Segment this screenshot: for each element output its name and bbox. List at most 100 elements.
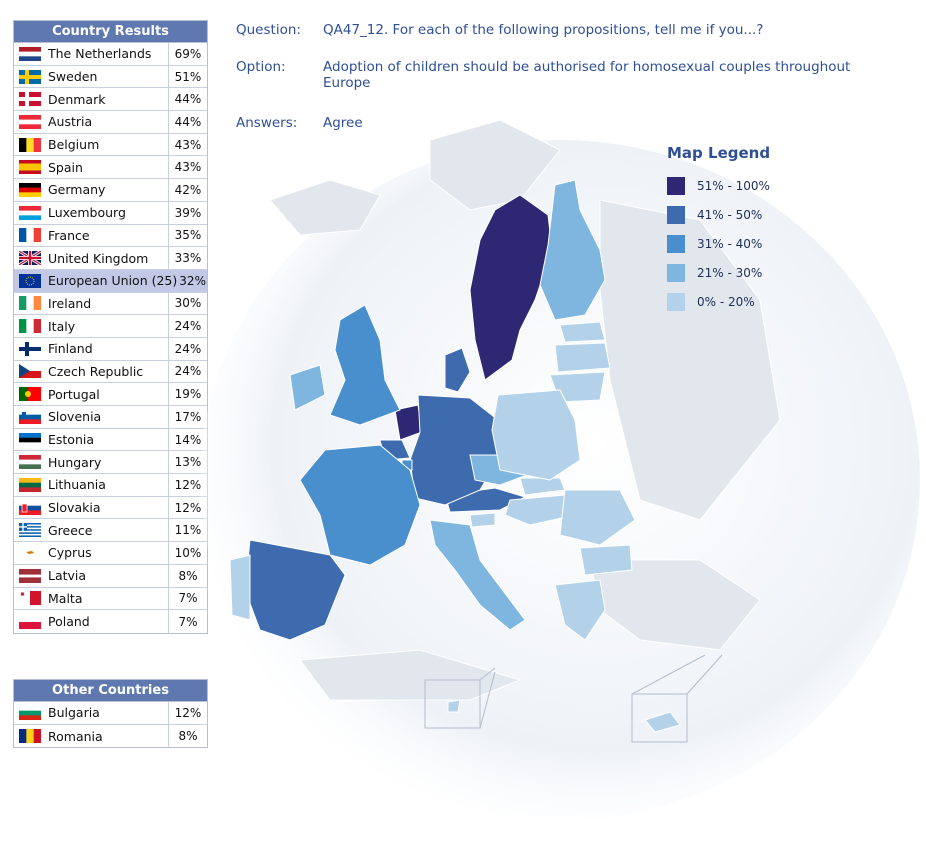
russia-land bbox=[599, 199, 781, 521]
other-country-row: Romania 8% bbox=[14, 724, 207, 748]
country-name: Latvia bbox=[48, 568, 87, 584]
country-name-cell: Sweden bbox=[14, 65, 169, 88]
latvia-region bbox=[554, 342, 611, 373]
country-name: United Kingdom bbox=[48, 250, 149, 266]
country-value: 35% bbox=[174, 228, 202, 243]
bulgaria-region bbox=[579, 544, 633, 576]
country-result-row: Latvia 8% bbox=[14, 564, 207, 588]
country-name: Greece bbox=[48, 522, 93, 538]
legend-swatch bbox=[667, 234, 685, 253]
country-value: 8% bbox=[178, 729, 198, 744]
country-name: The Netherlands bbox=[48, 46, 152, 62]
country-results-body: The Netherlands 69% Sweden 51% Denmark 4… bbox=[14, 43, 207, 633]
country-name: Hungary bbox=[48, 454, 102, 470]
country-result-row: Greece 11% bbox=[14, 519, 207, 543]
country-name: Lithuania bbox=[48, 477, 106, 493]
country-name: France bbox=[48, 227, 90, 243]
country-value: 43% bbox=[174, 137, 202, 152]
country-name-cell: Denmark bbox=[14, 88, 169, 111]
country-result-row: Austria 44% bbox=[14, 111, 207, 134]
greece-region bbox=[554, 579, 606, 641]
country-name: Portugal bbox=[48, 386, 100, 402]
hungary-region bbox=[504, 494, 576, 526]
legend-label: 41% - 50% bbox=[697, 207, 763, 222]
united-kingdom-region bbox=[329, 304, 401, 426]
country-result-row: Sweden 51% bbox=[14, 65, 207, 89]
country-name: Estonia bbox=[48, 432, 95, 448]
option-text: Adoption of children should be authorise… bbox=[323, 59, 851, 91]
country-result-row: Belgium 43% bbox=[14, 133, 207, 157]
country-name: Belgium bbox=[48, 137, 100, 153]
country-value: 13% bbox=[174, 455, 202, 470]
country-value: 7% bbox=[178, 614, 198, 629]
country-name: Malta bbox=[48, 590, 83, 606]
country-name-cell: Slovakia bbox=[14, 496, 169, 519]
country-name-cell: Belgium bbox=[14, 133, 169, 156]
cyprus-flag-icon bbox=[19, 545, 41, 560]
bulgaria-flag-icon bbox=[19, 705, 41, 720]
united-kingdom-flag-icon bbox=[19, 251, 41, 266]
country-value: 43% bbox=[174, 160, 202, 175]
country-result-row: United Kingdom 33% bbox=[14, 247, 207, 270]
spain-flag-icon bbox=[19, 160, 41, 175]
country-name: Sweden bbox=[48, 69, 98, 85]
country-value: 11% bbox=[174, 523, 202, 538]
country-name: Austria bbox=[48, 114, 93, 130]
answers-text: Agree bbox=[323, 115, 363, 131]
legend-item: 21% - 30% bbox=[667, 258, 770, 287]
country-name-cell: United Kingdom bbox=[14, 247, 169, 269]
belgium-flag-icon bbox=[19, 137, 41, 152]
country-value: 44% bbox=[174, 114, 202, 129]
legend-swatch bbox=[667, 263, 685, 282]
country-result-row: Estonia 14% bbox=[14, 428, 207, 452]
country-name: Slovakia bbox=[48, 500, 101, 516]
romania-flag-icon bbox=[19, 729, 41, 744]
country-result-row: Lithuania 12% bbox=[14, 474, 207, 497]
country-value: 44% bbox=[174, 92, 202, 107]
country-value: 30% bbox=[174, 296, 202, 311]
country-result-row: Germany 42% bbox=[14, 179, 207, 202]
country-name-cell: Cyprus bbox=[14, 542, 169, 564]
country-result-row: Czech Republic 24% bbox=[14, 360, 207, 384]
map-regions bbox=[229, 179, 681, 733]
country-name-cell: Italy bbox=[14, 315, 169, 337]
slovenia-flag-icon bbox=[19, 409, 41, 424]
country-value: 8% bbox=[178, 568, 198, 583]
legend-swatch bbox=[667, 205, 685, 224]
other-country-row: Bulgaria 12% bbox=[14, 702, 207, 725]
country-name-cell: Bulgaria bbox=[14, 702, 169, 724]
country-result-row: Luxembourg 39% bbox=[14, 201, 207, 225]
country-name: European Union (25) bbox=[48, 273, 178, 289]
country-name-cell: Malta bbox=[14, 587, 169, 610]
finland-region bbox=[539, 179, 606, 321]
country-result-row: Italy 24% bbox=[14, 315, 207, 338]
country-value: 12% bbox=[174, 477, 202, 492]
netherlands-flag-icon bbox=[19, 46, 41, 61]
legend-label: 51% - 100% bbox=[697, 178, 770, 193]
portugal-region bbox=[229, 554, 251, 621]
country-name-cell: Germany bbox=[14, 179, 169, 201]
country-name-cell: France bbox=[14, 224, 169, 247]
country-name: Ireland bbox=[48, 295, 92, 311]
czech-republic-flag-icon bbox=[19, 364, 41, 379]
slovenia-region bbox=[469, 512, 496, 528]
country-result-row: European Union (25) 32% bbox=[14, 269, 207, 293]
portugal-flag-icon bbox=[19, 387, 41, 402]
country-result-row: Hungary 13% bbox=[14, 451, 207, 475]
country-result-row: Malta 7% bbox=[14, 587, 207, 611]
country-name-cell: Poland bbox=[14, 610, 169, 633]
ireland-region bbox=[289, 364, 326, 411]
country-name: Denmark bbox=[48, 91, 106, 107]
country-name-cell: Spain bbox=[14, 156, 169, 179]
greece-flag-icon bbox=[19, 523, 41, 538]
country-value: 51% bbox=[174, 69, 202, 84]
country-results-header: Country Results bbox=[14, 21, 207, 43]
question-text: QA47_12. For each of the following propo… bbox=[323, 22, 764, 38]
italy-region bbox=[429, 519, 526, 631]
country-name-cell: Luxembourg bbox=[14, 201, 169, 224]
poland-region bbox=[491, 389, 581, 481]
country-name-cell: Slovenia bbox=[14, 406, 169, 428]
cyprus-region bbox=[644, 711, 681, 733]
country-value: 24% bbox=[174, 364, 202, 379]
ireland-flag-icon bbox=[19, 296, 41, 311]
